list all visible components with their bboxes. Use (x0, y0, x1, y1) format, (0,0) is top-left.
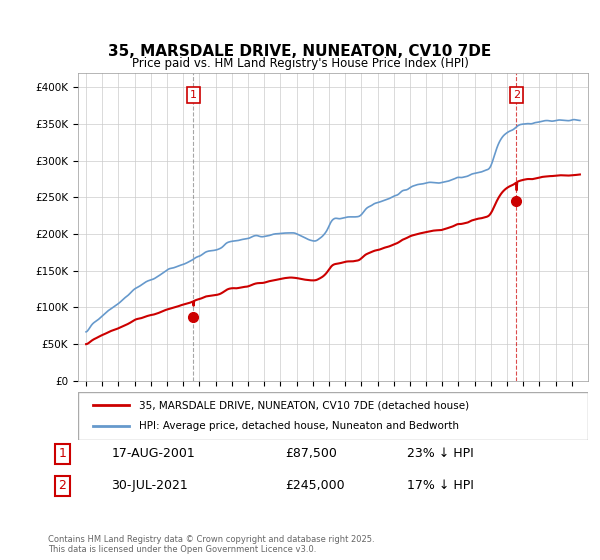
Text: HPI: Average price, detached house, Nuneaton and Bedworth: HPI: Average price, detached house, Nune… (139, 421, 459, 431)
Text: 1: 1 (59, 447, 67, 460)
FancyBboxPatch shape (78, 392, 588, 440)
Text: 2: 2 (59, 479, 67, 492)
Text: Price paid vs. HM Land Registry's House Price Index (HPI): Price paid vs. HM Land Registry's House … (131, 57, 469, 70)
Text: 30-JUL-2021: 30-JUL-2021 (112, 479, 188, 492)
Text: 1: 1 (190, 90, 197, 100)
Text: £245,000: £245,000 (286, 479, 345, 492)
Text: 35, MARSDALE DRIVE, NUNEATON, CV10 7DE: 35, MARSDALE DRIVE, NUNEATON, CV10 7DE (109, 44, 491, 59)
Text: 23% ↓ HPI: 23% ↓ HPI (407, 447, 474, 460)
Text: 35, MARSDALE DRIVE, NUNEATON, CV10 7DE (detached house): 35, MARSDALE DRIVE, NUNEATON, CV10 7DE (… (139, 400, 469, 410)
Text: 17-AUG-2001: 17-AUG-2001 (112, 447, 195, 460)
Text: Contains HM Land Registry data © Crown copyright and database right 2025.
This d: Contains HM Land Registry data © Crown c… (48, 535, 374, 554)
Text: 2: 2 (513, 90, 520, 100)
Text: 17% ↓ HPI: 17% ↓ HPI (407, 479, 474, 492)
Text: £87,500: £87,500 (286, 447, 337, 460)
